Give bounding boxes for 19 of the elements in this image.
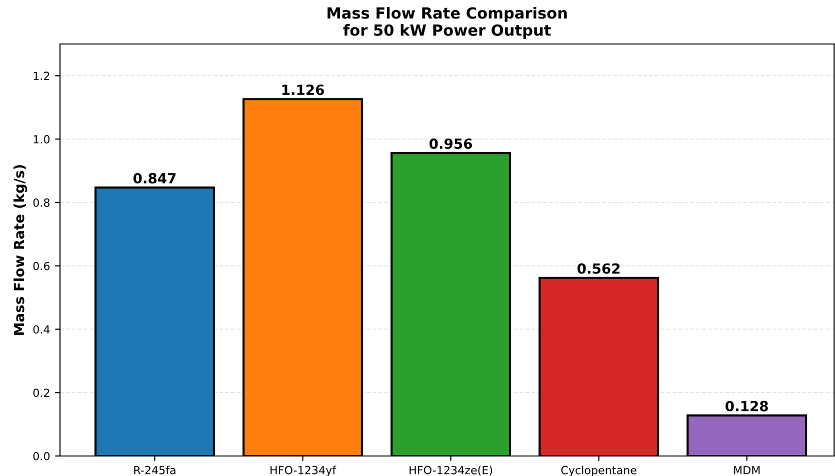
y-tick-label: 0.2 [33,388,50,397]
x-tick-label: Cyclopentane [561,466,636,476]
y-tick-label: 1.0 [34,135,50,144]
y-tick-label: 0.4 [33,325,50,334]
data-label: 0.562 [578,263,620,274]
x-tick-label: R-245fa [134,466,176,474]
y-tick-label: 0.8 [33,198,50,207]
data-label: 0.956 [429,138,472,149]
x-tick-label: MDM [734,466,760,474]
y-tick-label: 0.6 [33,262,50,270]
data-label: 1.126 [282,84,324,96]
data-label: 0.847 [133,172,176,184]
y-tick-label: 0.0 [33,452,50,460]
x-tick-label: HFO-1234ze(E) [410,466,492,476]
x-tick-label: HFO-1234yf [270,466,336,476]
y-tick-label: 1.2 [34,72,50,80]
data-label: 0.128 [726,400,768,412]
chart-title: Mass Flow Rate Comparison for 50 kW Power Output [328,6,567,39]
y-axis-title: Mass Flow Rate (kg/s) [14,165,28,335]
